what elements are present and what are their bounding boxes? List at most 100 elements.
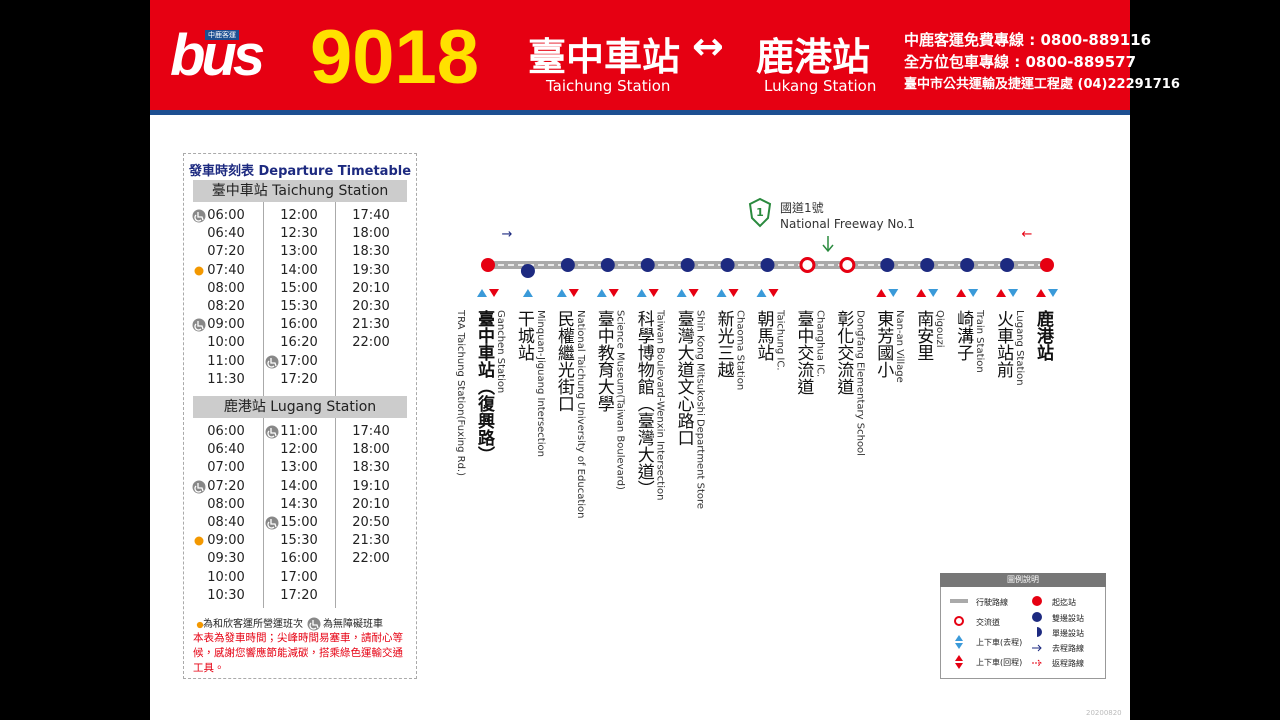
departure-time: 09:00 (190, 532, 262, 550)
departure-time: 06:00 (190, 207, 262, 225)
terminal-stop (481, 258, 495, 272)
stop-name-zh: 科學博物館（臺灣大道） (633, 310, 654, 497)
stop-name-en: Taichung IC. (774, 310, 786, 371)
stop-name-en: Chaoma Station (734, 310, 746, 391)
board-triangle (716, 289, 727, 297)
board-triangle (636, 289, 647, 297)
time-text: 20:30 (352, 298, 390, 314)
stop-name-en: Train Station (974, 310, 986, 373)
departure-time: 17:40 (335, 207, 407, 225)
time-text: 22:00 (352, 551, 390, 567)
stop (720, 258, 735, 272)
legend-text: 行駛路線 (976, 598, 1008, 607)
time-text: 20:50 (352, 514, 390, 530)
departure-time: 20:30 (335, 298, 407, 316)
time-text: 14:30 (280, 496, 318, 512)
legend-tri (955, 635, 963, 641)
outbound-arrow: → (502, 227, 513, 242)
time-text: 18:00 (352, 226, 390, 242)
departure-time: 08:00 (190, 280, 262, 298)
time-text: 11:00 (207, 353, 245, 369)
time-text: 17:40 (352, 424, 390, 439)
time-text: 06:00 (207, 424, 245, 439)
stop (600, 258, 615, 272)
time-text: 13:00 (280, 244, 318, 260)
board-triangle (728, 289, 739, 297)
board-triangle (608, 289, 619, 297)
departure-time: 12:00 (263, 441, 335, 459)
stop-name: 朝馬站 Chaoma Station (735, 310, 777, 390)
time-text: 16:20 (280, 335, 318, 351)
time-text: 17:20 (280, 371, 318, 387)
stop (680, 258, 695, 272)
time-text: 11:30 (207, 371, 245, 387)
stop-name-zh: 干城站 (513, 310, 534, 361)
legend-tri (955, 643, 963, 649)
column-separator (335, 418, 336, 608)
departure-time: 19:30 (335, 262, 407, 280)
time-column: 06:00 06:40 07:20 07:40 08:00 08:20 09:00 10:00… (190, 207, 262, 389)
stop-name-en: Science Museum(Taiwan Boulevard) (614, 310, 626, 490)
terminal-stop (1040, 258, 1054, 272)
legend-half-dot (1037, 627, 1042, 637)
timetable-legend: 為和欣客運所營運班次 為無障礙班車 (193, 615, 413, 631)
stop-name: 崎溝子 Qigouzi (934, 310, 976, 361)
departure-time: 06:40 (190, 225, 262, 243)
departure-time: 18:30 (335, 243, 407, 261)
time-text: 10:00 (207, 335, 245, 351)
time-text: 20:10 (352, 496, 390, 512)
board-triangle (688, 289, 699, 297)
stop-name-zh: 鹿港站 (1033, 310, 1053, 361)
legend-title: 圖例說明 (940, 573, 1106, 587)
departure-time: 15:00 (263, 514, 335, 532)
section-title: 鹿港站 Lugang Station (193, 396, 407, 418)
wheelchair (309, 620, 319, 630)
departure-time: 08:00 (190, 496, 262, 514)
date: 20200820 (1086, 709, 1122, 717)
departure-time: 12:30 (263, 225, 335, 243)
origin: 臺中車站 (528, 35, 681, 79)
time-text: 15:00 (280, 514, 318, 530)
destination-en: Lukang Station (764, 77, 877, 95)
departure-time: 06:40 (190, 441, 262, 459)
operator-dot (194, 266, 204, 276)
departure-time: 15:30 (263, 298, 335, 316)
flag-icon (265, 425, 279, 439)
time-text: 19:30 (352, 262, 390, 278)
time-text: 09:00 (207, 533, 245, 549)
interchange (799, 257, 816, 273)
departure-time: 07:00 (190, 459, 262, 477)
time-text: 12:30 (280, 226, 318, 242)
departure-time: 14:30 (263, 496, 335, 514)
departure-time: 06:00 (190, 423, 262, 441)
board-triangle (568, 289, 579, 297)
departure-time: 11:00 (263, 423, 335, 441)
header-band (150, 0, 1130, 110)
time-column: 11:00 12:00 13:00 14:00 14:30 15:00 15:30 16:00… (263, 423, 335, 605)
board-triangle (888, 289, 899, 297)
time-text: 16:00 (280, 317, 318, 333)
time-text: 21:30 (352, 533, 390, 549)
departure-time: 17:20 (263, 587, 335, 605)
time-column: 17:40 18:00 18:30 19:10 20:10 20:50 21:30 22:00 (335, 423, 407, 569)
board-triangle (648, 289, 659, 297)
time-text: 07:40 (207, 262, 245, 278)
stop-name: 臺中交流道 Taichung IC. (774, 310, 816, 395)
legend-text: 交流道 (976, 618, 1000, 627)
time-text: 10:30 (207, 587, 245, 603)
time-text: 07:20 (207, 478, 245, 494)
stop-name-zh: 臺中交流道 (793, 310, 814, 395)
board-triangle (1036, 289, 1046, 297)
stop-name-en: Shin Kong Mitsukoshi Department Store (694, 310, 706, 510)
departure-time: 21:30 (335, 532, 407, 550)
board-triangle (756, 289, 767, 297)
time-text: 12:00 (280, 208, 318, 223)
time-text: 18:00 (352, 442, 390, 458)
time-text: 15:00 (280, 280, 318, 296)
legend-arrow (1032, 644, 1042, 652)
legend-red-dot (1032, 596, 1042, 606)
stop-name-zh: 南安里 (913, 310, 934, 361)
flag-icon (265, 355, 279, 368)
legend-tri (955, 655, 963, 661)
